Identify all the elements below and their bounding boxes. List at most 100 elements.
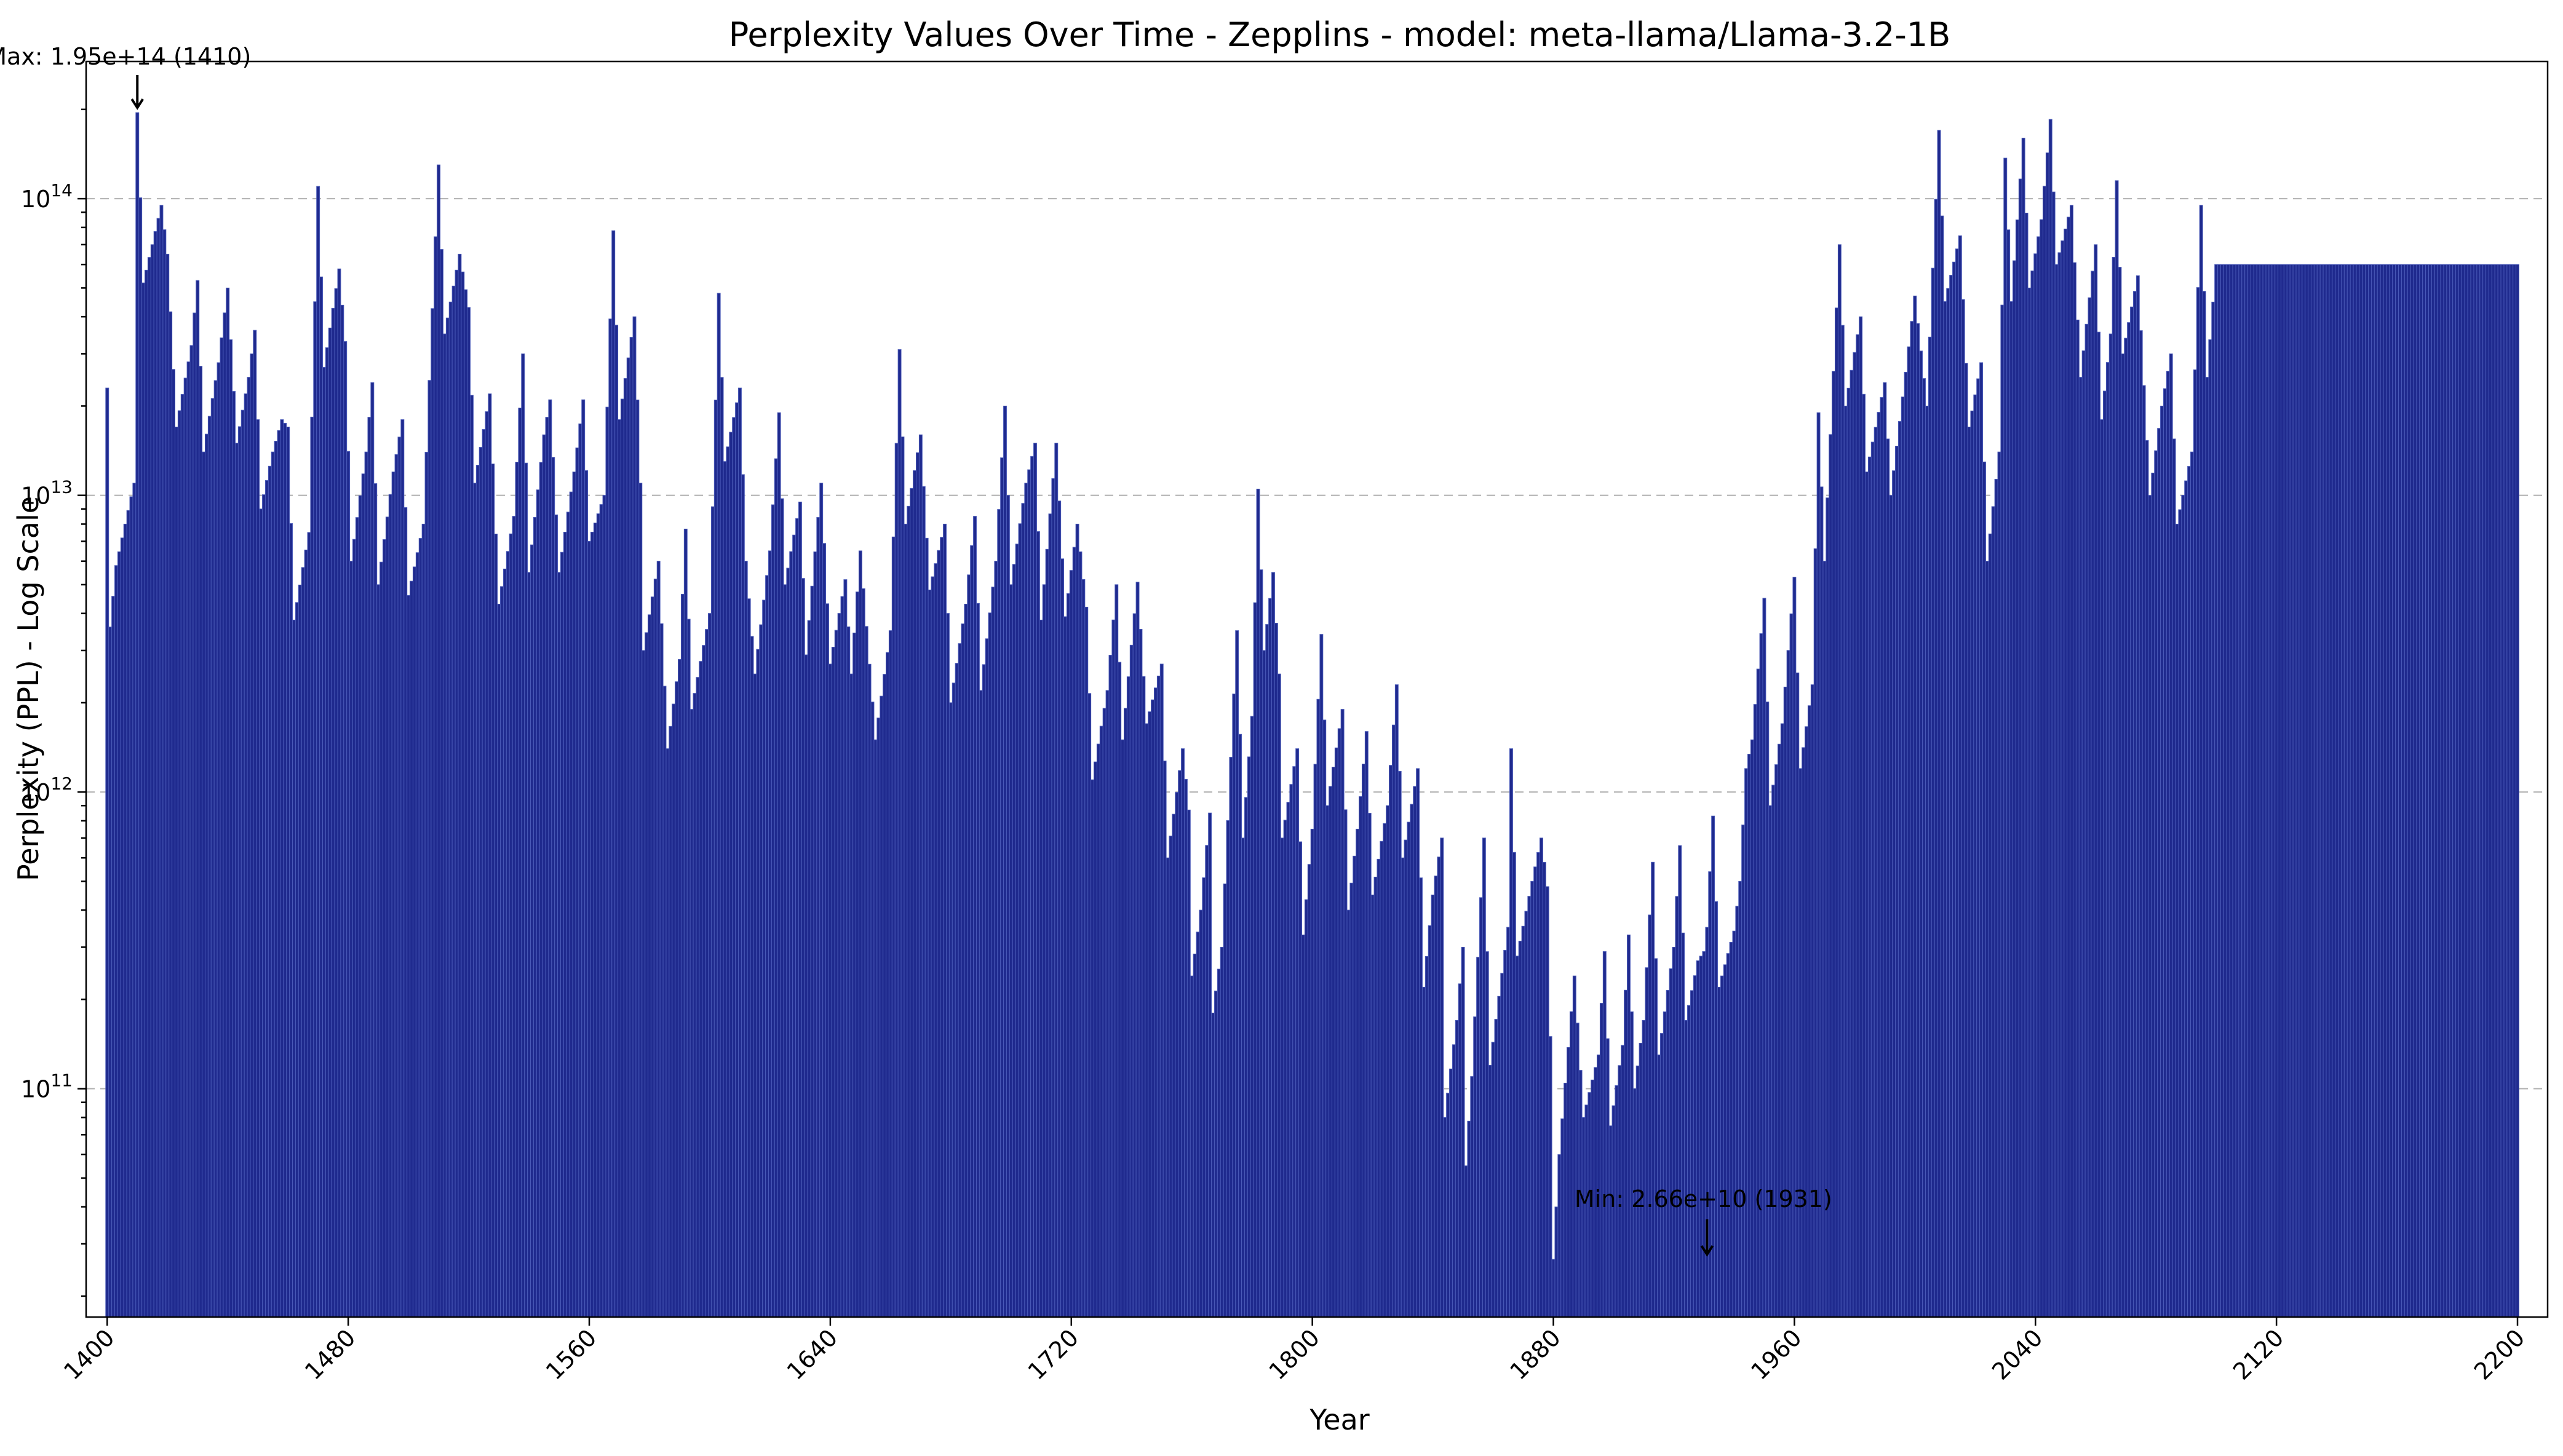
bar (1979, 362, 1984, 1318)
bar (491, 463, 495, 1318)
bar (527, 572, 531, 1318)
bar (1892, 470, 1896, 1318)
bar (587, 540, 591, 1318)
bar (379, 561, 383, 1318)
y-tick-label: 1014 (21, 180, 73, 213)
bar (2033, 253, 2038, 1318)
bar (2256, 264, 2260, 1318)
bar (626, 357, 630, 1318)
bar (2443, 264, 2447, 1318)
bar (2048, 119, 2052, 1318)
bar (1217, 968, 1221, 1318)
bar (1629, 1011, 1634, 1318)
bar (918, 434, 923, 1318)
bar (569, 491, 573, 1318)
bar (1364, 731, 1369, 1318)
bar (2043, 186, 2046, 1318)
bar (114, 565, 118, 1318)
bar (1349, 882, 1354, 1318)
bar (1702, 951, 1706, 1318)
bar (876, 718, 881, 1318)
bar (1009, 584, 1013, 1318)
bar (666, 748, 670, 1318)
bar (234, 443, 239, 1318)
bar (1967, 426, 1971, 1318)
bar (1175, 792, 1179, 1318)
bar (204, 433, 209, 1318)
bar (1265, 624, 1270, 1318)
bar (1256, 488, 1260, 1318)
bar (394, 454, 399, 1318)
bar (2036, 236, 2041, 1318)
bar (870, 702, 875, 1318)
bar (713, 399, 718, 1318)
bar (1377, 858, 1381, 1318)
bar (2166, 371, 2170, 1318)
bar (1807, 705, 1811, 1318)
bar (1096, 743, 1100, 1318)
bar (1340, 709, 1345, 1318)
bar (1159, 663, 1164, 1318)
bar (1455, 1019, 1459, 1318)
bar (563, 532, 567, 1318)
bar (2115, 180, 2119, 1318)
bar (1994, 479, 1998, 1318)
bar (542, 434, 546, 1318)
bar (1735, 906, 1739, 1318)
bar (355, 517, 359, 1318)
bar (1461, 946, 1465, 1318)
bar (1039, 619, 1043, 1318)
bar (1624, 989, 1628, 1318)
bar (226, 287, 230, 1318)
bar (2154, 450, 2158, 1318)
bar (560, 552, 564, 1318)
bar (2398, 264, 2402, 1318)
bar (207, 416, 212, 1318)
bar (1241, 837, 1245, 1318)
bar (2163, 388, 2167, 1318)
x-axis-label: Year (1309, 1403, 1369, 1436)
max-annotation-arrow (130, 75, 144, 110)
bar (1458, 983, 1462, 1318)
bar (801, 578, 805, 1318)
bar (1621, 1045, 1625, 1318)
bar (732, 417, 736, 1318)
bar (2473, 264, 2478, 1318)
bar (2021, 138, 2025, 1318)
bar (262, 494, 266, 1318)
bar (145, 269, 148, 1318)
bar (512, 516, 516, 1318)
bar (756, 649, 760, 1318)
bar (1118, 662, 1122, 1318)
bar (1419, 877, 1423, 1318)
bar (1705, 927, 1709, 1318)
bar (1193, 954, 1197, 1318)
bar (1931, 267, 1935, 1318)
bar (2404, 264, 2408, 1318)
bar (1747, 754, 1751, 1318)
bar (2105, 362, 2110, 1318)
bar (2199, 205, 2203, 1318)
bar (256, 419, 260, 1318)
bar (1659, 1033, 1664, 1318)
bar (1675, 896, 1679, 1318)
bar (2313, 264, 2318, 1318)
bar (1115, 584, 1119, 1318)
bar (2202, 291, 2206, 1318)
bar (268, 465, 272, 1318)
bar (662, 686, 667, 1318)
bar (277, 430, 281, 1318)
bar (2073, 262, 2076, 1318)
bar (1289, 784, 1293, 1318)
bar (1042, 584, 1046, 1318)
bar (1557, 1154, 1562, 1318)
bar (2009, 301, 2014, 1318)
bar (602, 495, 606, 1318)
bar (2060, 240, 2065, 1318)
bar (295, 602, 299, 1318)
bar (1482, 837, 1486, 1318)
bar (945, 613, 950, 1318)
bar (894, 443, 899, 1318)
bar (2338, 264, 2342, 1318)
